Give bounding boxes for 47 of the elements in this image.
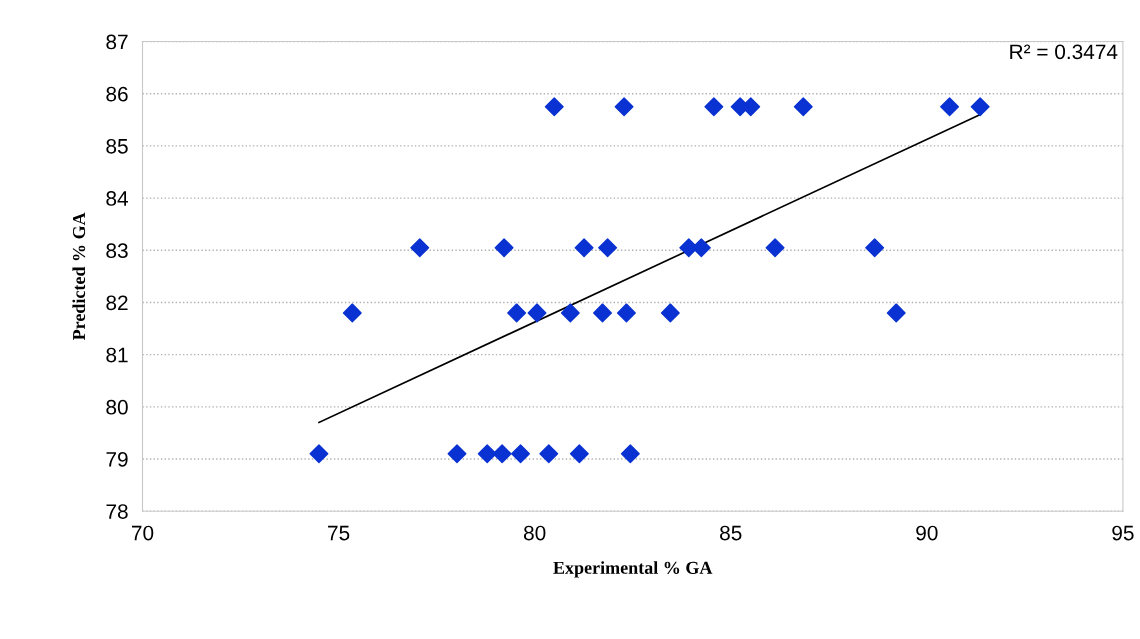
point: [447, 444, 467, 464]
point: [704, 97, 724, 117]
y-tick-label: 84: [106, 191, 128, 206]
point: [527, 303, 547, 323]
point: [410, 238, 430, 258]
point: [511, 444, 531, 464]
x-tick-label: 75: [328, 525, 350, 541]
y-axis-title: Predicted % GA: [72, 212, 86, 341]
point: [765, 238, 785, 258]
point: [477, 444, 497, 464]
point: [574, 238, 594, 258]
y-tick-label: 86: [106, 86, 128, 102]
y-tick-label: 79: [106, 452, 128, 467]
y-tick-label: 81: [106, 347, 128, 363]
point: [940, 97, 960, 117]
point: [494, 238, 514, 258]
x-tick-label: 85: [720, 525, 742, 541]
point: [342, 303, 362, 323]
point: [616, 303, 636, 323]
y-tick-label: 87: [106, 34, 128, 50]
y-tick-label: 78: [106, 504, 128, 519]
point: [598, 238, 618, 258]
point: [865, 238, 885, 258]
y-tick-label: 85: [106, 138, 128, 154]
x-tick-label: 70: [131, 525, 154, 541]
point: [560, 303, 580, 323]
y-tick-label: 80: [106, 399, 128, 415]
x-tick-label: 95: [1112, 525, 1134, 541]
point: [620, 444, 640, 464]
point: [544, 97, 564, 117]
point: [886, 303, 906, 323]
point: [970, 97, 990, 117]
x-tick-label: 90: [916, 525, 938, 541]
y-tick-label: 82: [106, 295, 128, 311]
point: [614, 97, 634, 117]
annotation: R² = 0.3474: [1010, 44, 1118, 60]
point: [660, 303, 680, 323]
point: [593, 303, 612, 323]
point: [492, 444, 512, 464]
point: [539, 444, 559, 464]
point: [793, 97, 813, 117]
point: [309, 444, 329, 464]
x-axis-title: Experimental % GA: [553, 561, 713, 578]
point: [507, 303, 527, 323]
y-tick-label: 83: [106, 243, 128, 259]
x-tick-label: 80: [523, 525, 546, 541]
point: [569, 444, 589, 464]
